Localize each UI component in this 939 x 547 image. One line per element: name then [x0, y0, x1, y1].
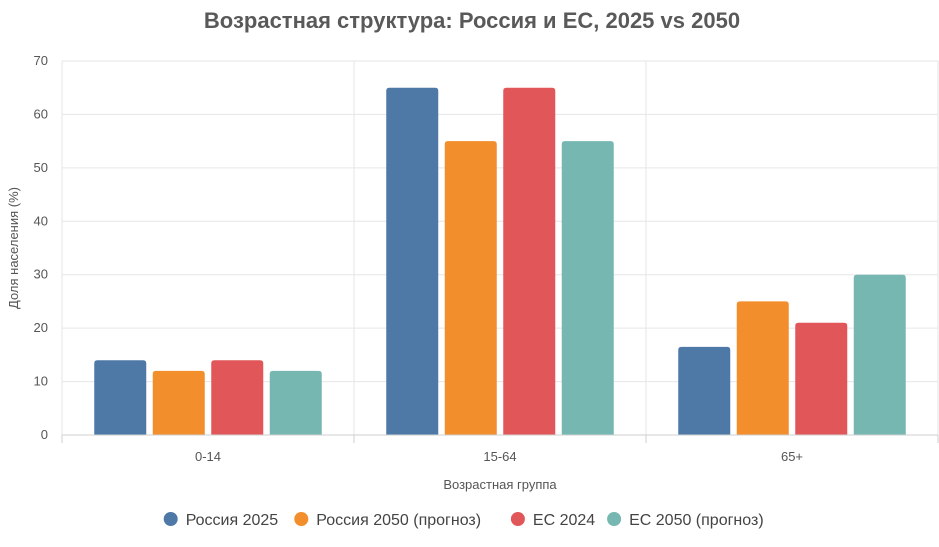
legend-marker	[294, 512, 309, 526]
legend-item[interactable]: ЕС 2050 (прогноз)	[607, 512, 764, 529]
axes: 0 10 20 30 40 50 60 70 0-14 15-64 65+	[34, 53, 939, 464]
legend-marker	[163, 512, 178, 526]
bar[interactable]	[386, 87, 439, 435]
legend-marker	[510, 512, 525, 526]
y-axis-label: Доля населения (%)	[6, 187, 21, 309]
bar[interactable]	[678, 346, 731, 435]
y-tick-label: 70	[34, 53, 48, 68]
y-tick-label: 0	[41, 427, 48, 442]
y-tick-label: 20	[34, 320, 48, 335]
legend-label: Россия 2050 (прогноз)	[316, 512, 481, 529]
legend-label: Россия 2025	[186, 512, 279, 529]
legend-label: ЕС 2024	[533, 512, 595, 529]
bar[interactable]	[211, 360, 264, 435]
legend-item[interactable]: Россия 2050 (прогноз)	[294, 512, 481, 529]
y-tick-label: 60	[34, 106, 48, 121]
bar[interactable]	[503, 87, 556, 435]
legend[interactable]: Россия 2025 Россия 2050 (прогноз) ЕС 2024 Е…	[163, 512, 764, 529]
bar[interactable]	[561, 141, 614, 435]
grid	[61, 60, 939, 435]
legend-marker	[607, 512, 622, 526]
x-tick-label: 65+	[781, 449, 803, 464]
legend-item[interactable]: ЕС 2024	[510, 512, 595, 529]
chart-title: Возрастная структура: Россия и ЕС, 2025 …	[204, 8, 740, 33]
x-tick-label: 0-14	[195, 449, 221, 464]
x-tick-label: 15-64	[483, 449, 516, 464]
x-axis-label: Возрастная группа	[443, 477, 557, 492]
y-tick-label: 30	[34, 267, 48, 282]
bar[interactable]	[795, 322, 848, 435]
y-tick-label: 10	[34, 374, 48, 389]
bar[interactable]	[736, 301, 789, 435]
bar[interactable]	[853, 274, 906, 435]
y-tick-label: 50	[34, 160, 48, 175]
bar[interactable]	[269, 370, 322, 435]
bar[interactable]	[152, 370, 205, 435]
legend-item[interactable]: Россия 2025	[163, 512, 279, 529]
bar[interactable]	[94, 360, 147, 435]
legend-label: ЕС 2050 (прогноз)	[629, 512, 764, 529]
y-tick-label: 40	[34, 213, 48, 228]
bars	[94, 87, 906, 435]
bar[interactable]	[444, 141, 497, 435]
